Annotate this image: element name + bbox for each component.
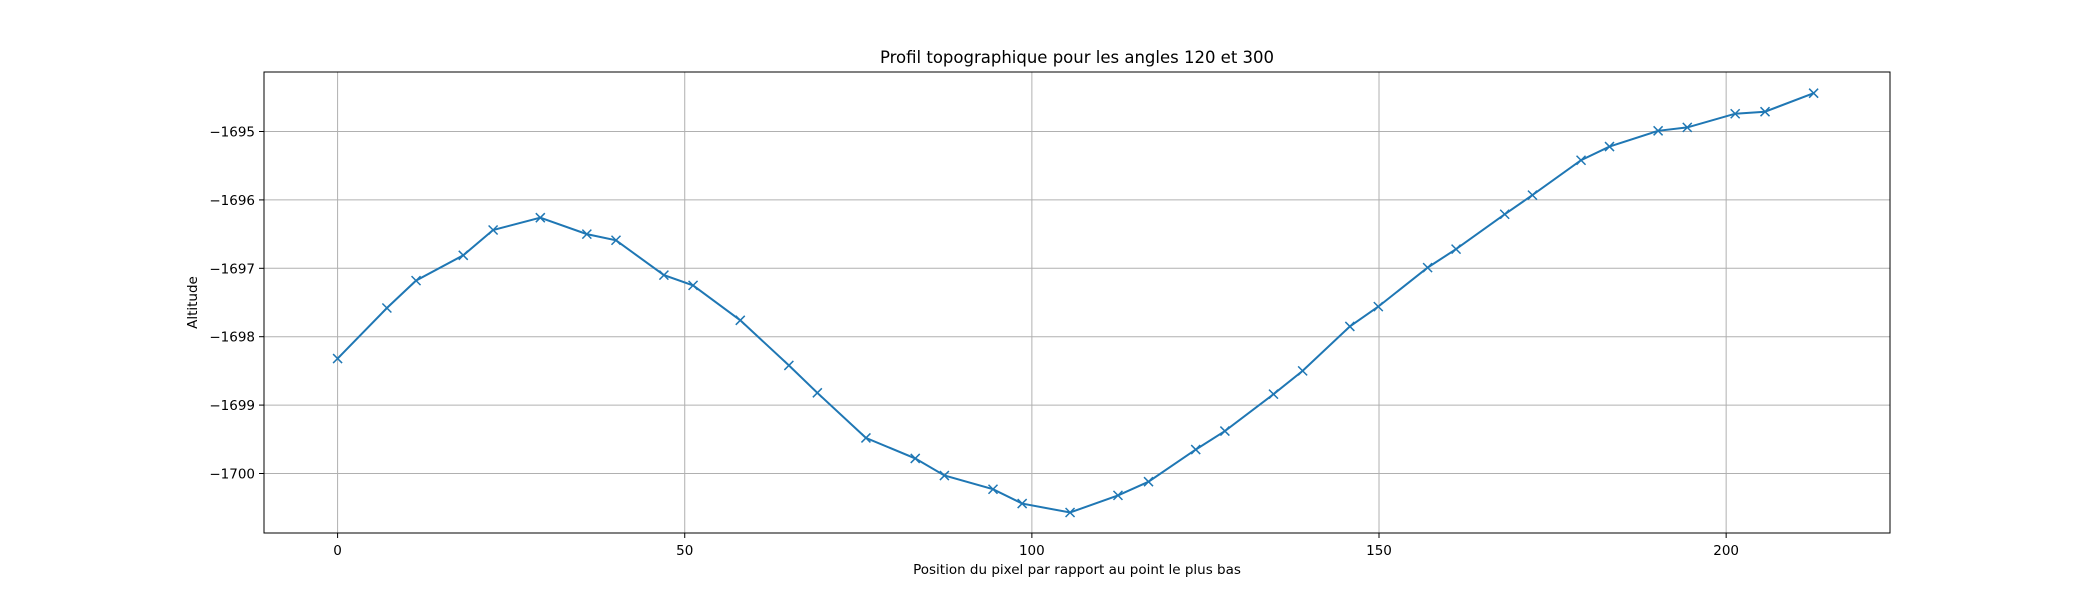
data-point-marker bbox=[411, 275, 422, 286]
data-point-marker bbox=[535, 212, 546, 223]
data-point-marker bbox=[658, 270, 669, 281]
x-axis: 0 50 100 150 200 bbox=[333, 533, 1739, 559]
data-point-marker bbox=[1017, 498, 1028, 509]
y-axis: −1695 −1696 −1697 −1698 −1699 −1700 bbox=[209, 125, 264, 482]
data-point-marker bbox=[1730, 108, 1741, 119]
y-tick-label: −1695 bbox=[209, 125, 255, 141]
data-point-marker bbox=[735, 315, 746, 326]
y-tick-label: −1700 bbox=[209, 466, 255, 482]
data-point-marker bbox=[1653, 125, 1664, 136]
data-point-marker bbox=[1373, 301, 1384, 312]
x-tick-label: 100 bbox=[1019, 543, 1045, 559]
series-line bbox=[336, 92, 1814, 514]
data-point-marker bbox=[1499, 209, 1510, 220]
chart-title: Profil topographique pour les angles 120… bbox=[880, 48, 1274, 67]
x-tick-label: 0 bbox=[333, 543, 342, 559]
plot-frame bbox=[263, 71, 1891, 534]
data-point-marker bbox=[332, 353, 343, 364]
data-point-marker bbox=[1422, 262, 1433, 273]
data-point-marker bbox=[1143, 476, 1154, 487]
data-point-marker bbox=[987, 484, 999, 495]
data-point-marker bbox=[610, 235, 622, 246]
data-point-marker bbox=[910, 453, 921, 464]
data-point-marker bbox=[1065, 507, 1076, 518]
data-point-marker bbox=[1808, 88, 1819, 99]
data-point-marker bbox=[939, 470, 950, 481]
data-point-marker bbox=[1297, 365, 1308, 376]
y-tick-label: −1697 bbox=[209, 261, 255, 277]
grid-lines bbox=[264, 72, 1890, 533]
data-point-marker bbox=[1268, 389, 1279, 400]
series-layer bbox=[332, 88, 1819, 518]
data-point-marker bbox=[812, 387, 823, 398]
data-point-marker bbox=[381, 302, 392, 314]
y-axis-label: Altitude bbox=[185, 276, 201, 329]
data-point-marker bbox=[581, 229, 592, 240]
data-point-marker bbox=[1682, 122, 1693, 133]
data-point-marker bbox=[1759, 106, 1771, 117]
data-point-marker bbox=[688, 280, 699, 291]
data-point-marker bbox=[1219, 426, 1230, 437]
data-point-marker bbox=[1451, 244, 1462, 255]
data-point-marker bbox=[488, 224, 499, 236]
data-point-marker bbox=[1576, 155, 1587, 166]
data-point-marker bbox=[783, 360, 794, 371]
data-point-marker bbox=[1604, 141, 1615, 152]
data-point-marker bbox=[1344, 321, 1355, 332]
data-point-marker bbox=[1112, 490, 1123, 501]
x-axis-label: Position du pixel par rapport au point l… bbox=[913, 562, 1241, 578]
data-point-marker bbox=[1527, 190, 1538, 201]
x-tick-label: 50 bbox=[676, 543, 693, 559]
data-point-marker bbox=[458, 250, 469, 261]
data-point-marker bbox=[1190, 444, 1201, 455]
y-tick-label: −1696 bbox=[209, 193, 255, 209]
y-tick-label: −1699 bbox=[209, 398, 255, 414]
x-tick-label: 150 bbox=[1366, 543, 1392, 559]
x-tick-label: 200 bbox=[1713, 543, 1739, 559]
y-tick-label: −1698 bbox=[209, 330, 255, 346]
data-point-marker bbox=[860, 432, 871, 443]
